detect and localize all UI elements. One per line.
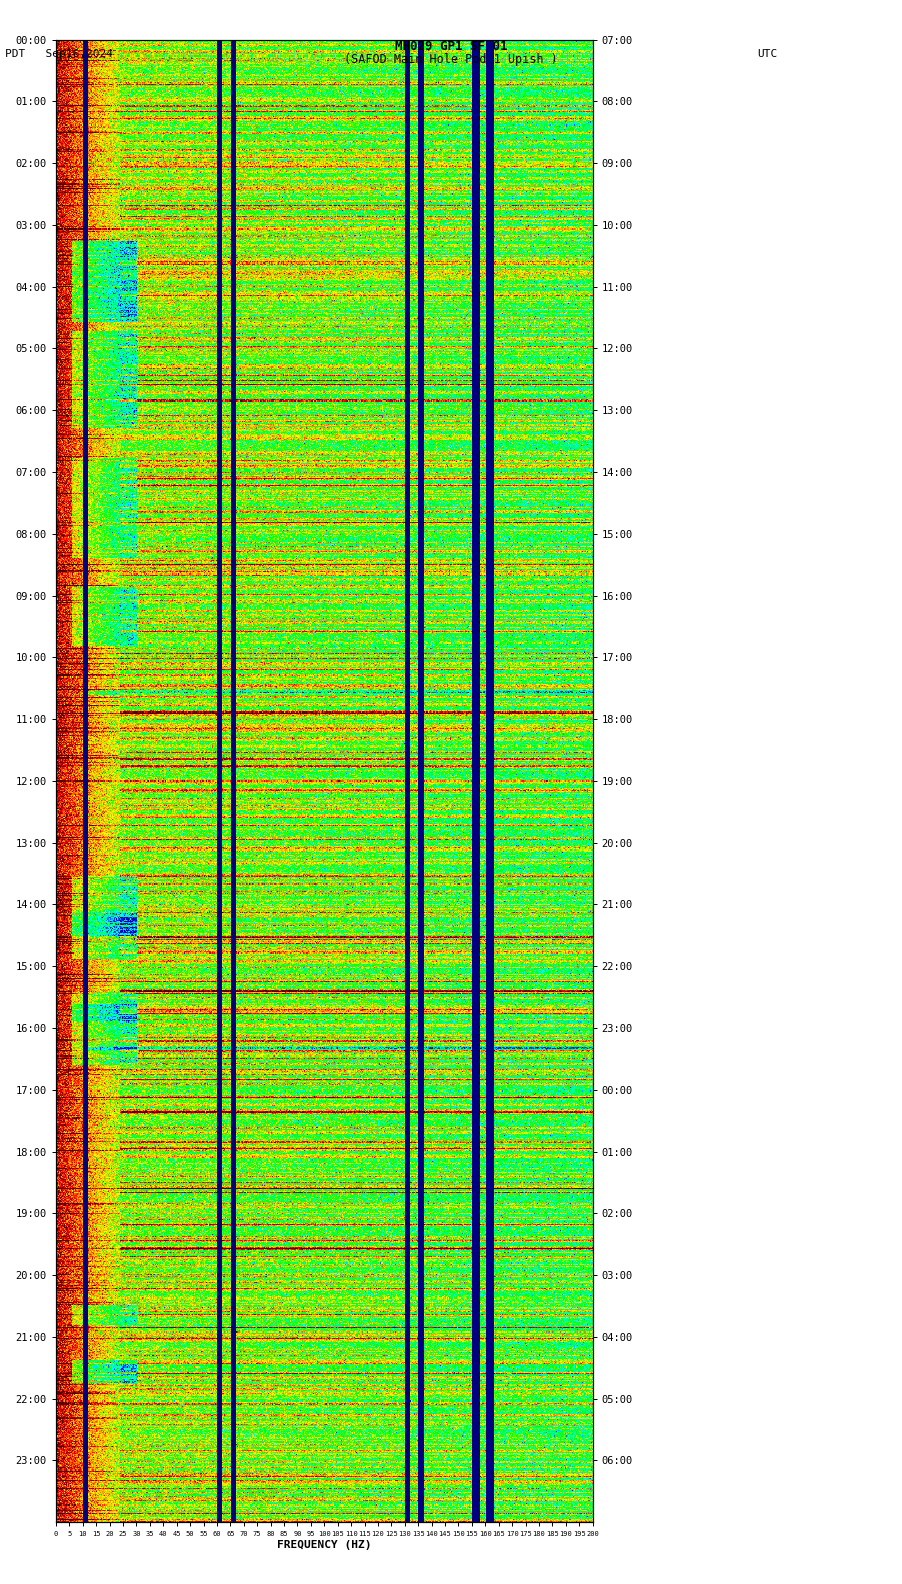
Text: (SAFOD Main Hole Pod 1 Upish ): (SAFOD Main Hole Pod 1 Upish ) [345, 52, 557, 67]
Text: MH029 GP1 SF 01: MH029 GP1 SF 01 [395, 40, 507, 54]
Text: UTC: UTC [758, 49, 778, 59]
X-axis label: FREQUENCY (HZ): FREQUENCY (HZ) [277, 1540, 372, 1551]
Text: PDT   Sep16,2024: PDT Sep16,2024 [5, 49, 113, 59]
